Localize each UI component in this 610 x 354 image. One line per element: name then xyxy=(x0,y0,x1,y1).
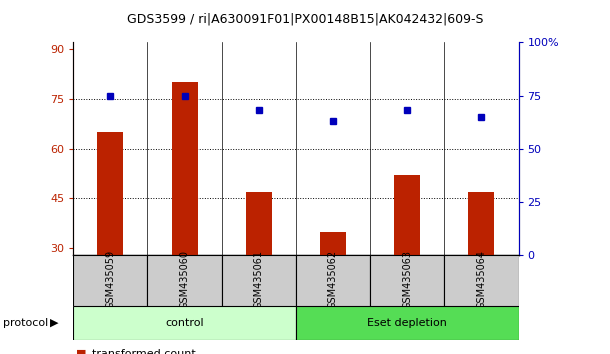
Text: Eset depletion: Eset depletion xyxy=(367,318,447,328)
Text: GSM435063: GSM435063 xyxy=(402,250,412,309)
Bar xyxy=(148,255,221,306)
Bar xyxy=(370,255,444,306)
Bar xyxy=(221,255,296,306)
Bar xyxy=(73,255,148,306)
Text: ■: ■ xyxy=(76,349,87,354)
Text: control: control xyxy=(165,318,204,328)
Text: GSM435062: GSM435062 xyxy=(328,250,338,309)
Text: GSM435059: GSM435059 xyxy=(106,250,115,309)
Text: protocol: protocol xyxy=(3,318,48,328)
Bar xyxy=(73,306,296,340)
Text: GDS3599 / ri|A630091F01|PX00148B15|AK042432|609-S: GDS3599 / ri|A630091F01|PX00148B15|AK042… xyxy=(127,12,483,25)
Bar xyxy=(444,255,518,306)
Bar xyxy=(296,306,518,340)
Bar xyxy=(98,132,123,255)
Bar xyxy=(246,192,271,255)
Bar xyxy=(468,192,494,255)
Bar xyxy=(320,232,346,255)
Text: ▶: ▶ xyxy=(50,318,59,328)
Text: transformed count: transformed count xyxy=(92,349,195,354)
Bar xyxy=(171,82,198,255)
Bar xyxy=(394,175,420,255)
Text: GSM435061: GSM435061 xyxy=(254,250,264,309)
Text: GSM435064: GSM435064 xyxy=(476,250,486,309)
Bar xyxy=(296,255,370,306)
Text: GSM435060: GSM435060 xyxy=(179,250,190,309)
